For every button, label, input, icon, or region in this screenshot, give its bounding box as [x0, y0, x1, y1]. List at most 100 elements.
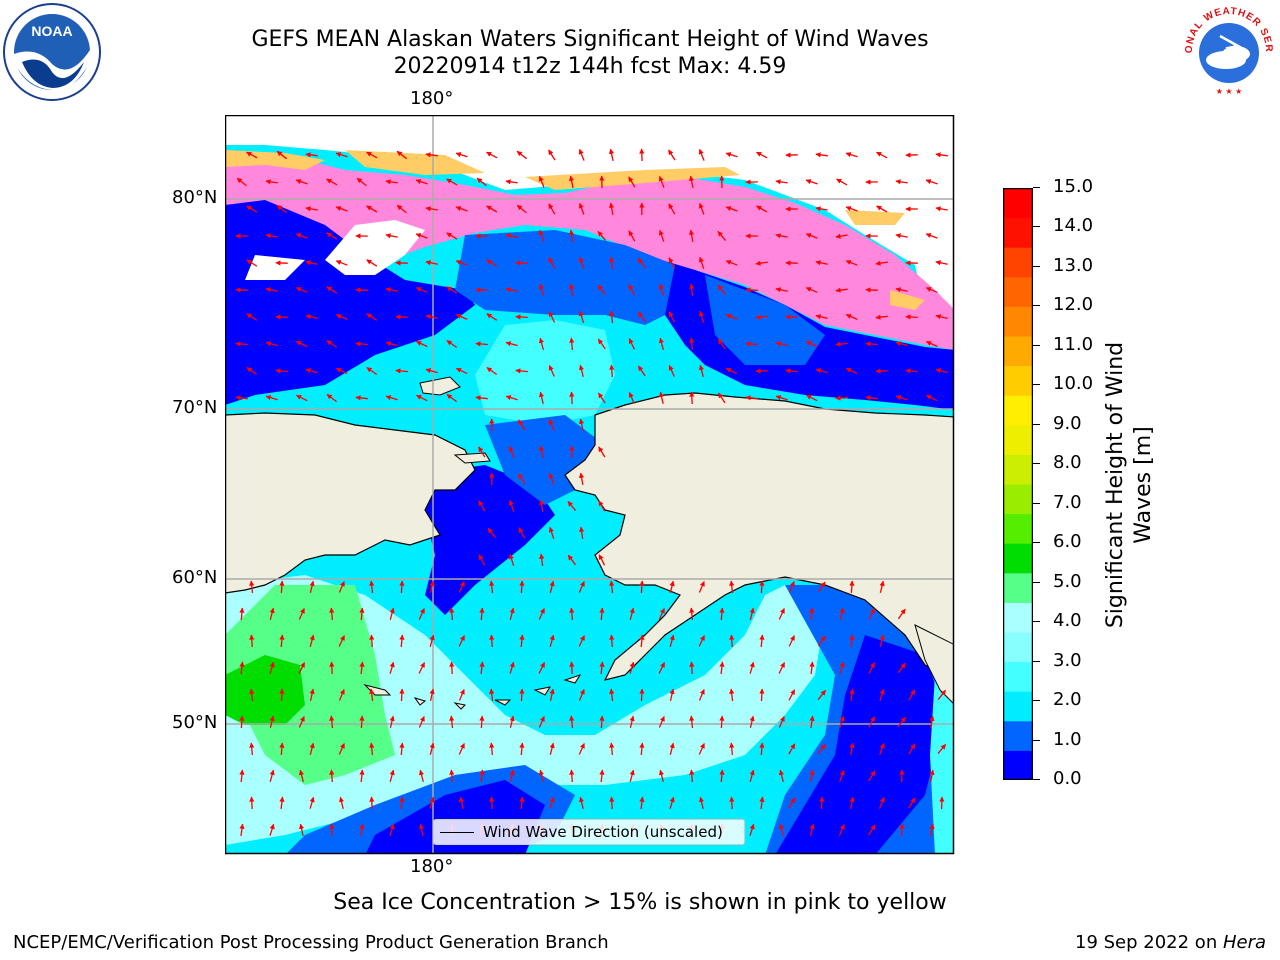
wave-direction-arrow — [449, 715, 455, 729]
wave-direction-arrow — [359, 607, 365, 621]
wave-direction-arrow — [669, 688, 675, 702]
wave-direction-arrow — [628, 338, 635, 350]
wave-direction-arrow — [486, 151, 498, 159]
colorbar-tick-mark — [1033, 423, 1040, 425]
wave-direction-arrow — [478, 446, 486, 458]
wave-direction-arrow — [479, 769, 485, 783]
wave-direction-arrow — [489, 688, 495, 702]
wave-direction-arrow — [815, 260, 828, 266]
peak-wave-zone — [225, 655, 305, 725]
wave-direction-arrow — [578, 796, 585, 809]
wave-direction-arrow — [475, 287, 488, 293]
wave-direction-arrow — [839, 769, 845, 782]
wave-direction-arrow — [778, 662, 786, 674]
wave-direction-arrow — [415, 287, 428, 293]
wave-direction-arrow — [298, 823, 305, 837]
colorbar-tick-label: 3.0 — [1053, 649, 1082, 671]
wave-direction-arrow — [775, 341, 788, 347]
wave-direction-arrow — [717, 230, 727, 242]
wave-direction-arrow — [689, 229, 695, 243]
wave-direction-arrow — [489, 580, 495, 594]
wave-direction-arrow — [265, 179, 278, 185]
wave-direction-arrow — [295, 179, 308, 185]
wave-direction-arrow — [749, 715, 755, 728]
wave-direction-arrow — [875, 314, 888, 320]
wave-direction-arrow — [359, 769, 365, 783]
wave-direction-arrow — [455, 367, 468, 375]
wave-direction-arrow — [369, 688, 375, 702]
wave-direction-arrow — [548, 203, 556, 215]
wave-direction-arrow — [425, 206, 438, 212]
wave-direction-arrow — [298, 769, 304, 782]
producer-credit: NCEP/EMC/Verification Post Processing Pr… — [13, 932, 609, 953]
wave-direction-arrow — [396, 204, 407, 214]
wave-direction-arrow — [609, 742, 615, 756]
colorbar-swatch — [1003, 602, 1033, 633]
wave-direction-arrow — [549, 580, 555, 593]
wave-direction-arrow — [518, 473, 526, 485]
wave-direction-arrow — [519, 634, 525, 648]
wave-direction-arrow — [805, 287, 818, 293]
wave-direction-arrow — [868, 824, 876, 836]
wave-direction-arrow — [817, 581, 826, 593]
wave-direction-arrow — [925, 179, 938, 185]
wave-direction-arrow — [778, 608, 785, 620]
wave-direction-arrow — [628, 176, 636, 188]
wave-direction-arrow — [599, 607, 605, 621]
wave-direction-arrow — [865, 287, 878, 293]
wave-direction-arrow — [688, 175, 695, 189]
wave-direction-arrow — [729, 688, 735, 702]
wave-direction-arrow — [548, 365, 555, 377]
wave-direction-arrow — [879, 688, 885, 701]
wave-direction-arrow — [897, 716, 907, 728]
wave-direction-arrow — [817, 689, 827, 701]
sea-ice-yellow-patch — [890, 290, 925, 310]
wave-direction-arrow — [309, 688, 315, 702]
legend-label: Wind Wave Direction (unscaled) — [483, 823, 723, 841]
wave-direction-arrow — [265, 341, 278, 347]
wave-direction-arrow — [309, 796, 315, 809]
wave-direction-arrow — [236, 177, 247, 187]
wave-direction-arrow — [689, 337, 695, 351]
wave-direction-arrow — [895, 233, 908, 239]
wave-direction-arrow — [305, 152, 318, 158]
wave-direction-arrow — [759, 688, 765, 702]
noaa-logo-text: NOAA — [31, 23, 72, 39]
wave-direction-arrow — [725, 314, 738, 320]
wave-direction-arrow — [809, 661, 815, 675]
wave-direction-arrow — [729, 634, 735, 648]
wave-direction-arrow — [749, 607, 755, 620]
wave-direction-arrow — [505, 233, 518, 239]
wave-direction-arrow — [338, 581, 345, 593]
wave-direction-arrow — [369, 796, 375, 810]
noaa-logo: NOAA — [3, 3, 101, 101]
wave-direction-arrow — [895, 341, 908, 347]
wave-direction-arrow — [509, 661, 515, 674]
wave-direction-arrow — [598, 500, 606, 512]
island-st-lawrence — [453, 452, 491, 464]
wave-direction-arrow — [878, 796, 885, 809]
sea-ice-yellow-patch — [845, 210, 905, 225]
wave-direction-arrow — [609, 364, 615, 378]
wave-direction-arrow — [868, 608, 875, 620]
wave-direction-arrow — [876, 205, 888, 213]
aleutian-islands — [363, 674, 582, 710]
wave-direction-arrow — [279, 580, 285, 594]
wave-direction-arrow — [698, 148, 705, 161]
wave-direction-arrow — [446, 286, 458, 294]
wave-direction-arrow — [415, 179, 428, 185]
colorbar-swatches — [1003, 188, 1033, 780]
wave-direction-arrow — [479, 607, 485, 621]
wave-direction-arrow — [629, 607, 635, 620]
wave-direction-arrow — [366, 151, 378, 159]
land-ice-white — [245, 255, 305, 280]
wave-direction-arrow — [395, 368, 408, 374]
wave-direction-arrow — [749, 661, 755, 674]
wave-direction-arrow — [879, 634, 885, 647]
wave-direction-arrow — [458, 743, 465, 755]
wave-direction-arrow — [788, 743, 796, 755]
wave-direction-arrow — [519, 580, 525, 594]
wave-direction-arrow — [628, 284, 636, 296]
wave-direction-arrow — [425, 152, 438, 158]
wave-direction-arrow — [809, 769, 815, 783]
